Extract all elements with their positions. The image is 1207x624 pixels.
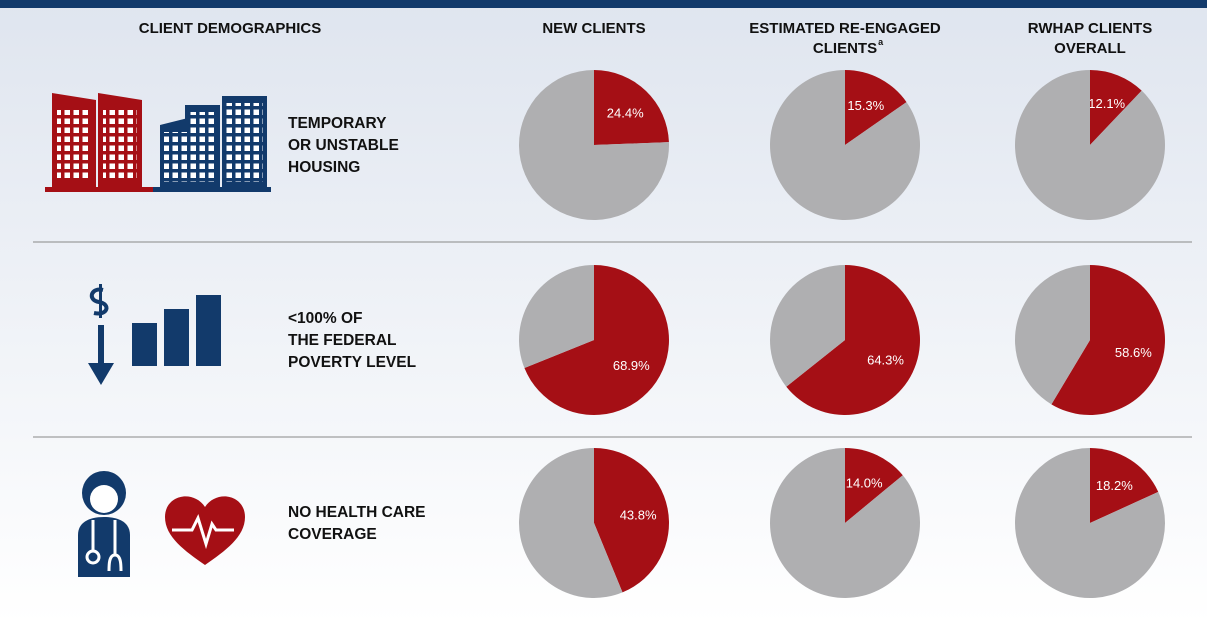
pie-slice (1014, 448, 1165, 598)
pie-label: 64.3% (867, 353, 904, 368)
pie-slice (1015, 70, 1165, 220)
top-band (0, 0, 1207, 8)
pie-slice (594, 448, 670, 593)
housing-icon (45, 93, 271, 192)
pie-label: 15.3% (847, 98, 884, 113)
row-label: <100% OF (288, 310, 363, 327)
row-label: HOUSING (288, 159, 360, 176)
column-headers: CLIENT DEMOGRAPHICS NEW CLIENTS ESTIMATED … (139, 20, 1152, 57)
pie-slice (1014, 265, 1090, 405)
pie-slice (770, 448, 920, 598)
pie-slice (845, 448, 903, 523)
pie-slice (519, 448, 623, 598)
pie-slice (524, 265, 669, 416)
pie-slice (519, 70, 669, 221)
pie-slice (594, 70, 669, 145)
row-label: OR UNSTABLE (288, 137, 399, 154)
column-header: ESTIMATED RE-ENGAGED (749, 20, 941, 37)
row-label: NO HEALTH CARE (288, 504, 426, 521)
row-labels: TEMPORARY OR UNSTABLE HOUSING <100% OF THE F… (288, 115, 426, 543)
pie-slice (770, 70, 921, 221)
column-header: CLIENT DEMOGRAPHICS (139, 20, 322, 37)
pie-label: 58.6% (1115, 345, 1152, 360)
pie-label: 14.0% (846, 475, 883, 490)
pie-slice (769, 265, 845, 387)
column-header: CLIENTS (813, 40, 877, 57)
row-label: POVERTY LEVEL (288, 354, 416, 371)
pie-label: 18.2% (1096, 478, 1133, 493)
pie-slice (1090, 448, 1159, 523)
health-icon (78, 471, 245, 577)
column-header: OVERALL (1054, 40, 1126, 57)
pie-slice (1090, 70, 1142, 145)
pie-slice (519, 265, 594, 369)
pie-slice (1051, 265, 1165, 416)
poverty-icon (88, 284, 221, 385)
row-label: THE FEDERAL (288, 332, 397, 349)
pie-label: 68.9% (613, 358, 650, 373)
pie-label: 43.8% (620, 507, 657, 522)
column-header: NEW CLIENTS (542, 20, 645, 37)
footnote-mark: a (878, 37, 884, 47)
row-label: COVERAGE (288, 526, 377, 543)
pie-charts: 24.4% 15.3% 12.1% 68.9% 64.3% 58.6% 43.8% 14.0%… (519, 70, 1165, 598)
pie-slice (786, 265, 920, 416)
pie-label: 24.4% (607, 106, 644, 121)
pie-slice (845, 70, 907, 145)
column-header: RWHAP CLIENTS (1028, 20, 1152, 37)
row-label: TEMPORARY (288, 115, 387, 132)
pie-label: 12.1% (1088, 96, 1125, 111)
